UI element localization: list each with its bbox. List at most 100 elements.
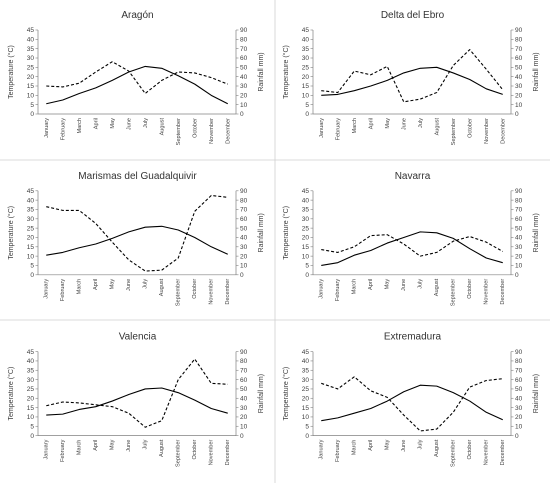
left-tick-label: 10 — [302, 253, 310, 260]
x-tick-label: September — [451, 118, 457, 145]
x-tick-label: October — [467, 439, 473, 459]
right-tick-label: 80 — [240, 37, 248, 44]
left-tick-label: 5 — [30, 423, 34, 430]
left-tick-label: 25 — [302, 386, 310, 393]
chart-title: Valencia — [119, 332, 157, 343]
left-tick-label: 40 — [27, 37, 35, 44]
right-tick-label: 90 — [240, 349, 248, 356]
left-tick-label: 25 — [302, 65, 310, 72]
right-tick-label: 70 — [515, 367, 523, 374]
left-axis-title: Temperature (°C) — [282, 367, 290, 421]
right-tick-label: 0 — [240, 111, 244, 118]
right-tick-label: 70 — [240, 46, 248, 53]
right-tick-label: 50 — [240, 386, 248, 393]
x-tick-label: April — [368, 440, 374, 451]
left-tick-label: 30 — [302, 216, 310, 223]
right-tick-label: 0 — [240, 433, 244, 440]
right-tick-label: 30 — [240, 244, 248, 251]
left-tick-label: 15 — [27, 83, 35, 90]
left-tick-label: 10 — [302, 414, 310, 421]
x-tick-label: October — [192, 118, 198, 138]
x-tick-label: January — [319, 439, 325, 459]
right-tick-label: 60 — [515, 55, 523, 62]
right-tick-label: 30 — [515, 405, 523, 412]
x-tick-label: July — [143, 439, 149, 449]
x-tick-label: February — [60, 439, 66, 462]
chart-panel: Delta del Ebro 0 5 10 15 20 25 30 35 40 45 0 10 20 30 4… — [282, 10, 540, 145]
right-tick-label: 40 — [240, 395, 248, 402]
right-tick-label: 60 — [515, 216, 523, 223]
left-tick-label: 40 — [302, 197, 310, 204]
temperature-line — [46, 65, 228, 105]
temperature-line — [321, 231, 503, 267]
left-axis-title: Temperature (°C) — [7, 45, 15, 99]
right-tick-label: 30 — [515, 83, 523, 90]
right-tick-label: 0 — [515, 111, 519, 118]
chart-panel: Valencia 0 5 10 15 20 25 30 35 40 45 0 10 20 30 40 50 60 7… — [7, 332, 265, 467]
right-tick-label: 90 — [240, 27, 248, 34]
x-tick-label: February — [335, 439, 341, 462]
right-tick-label: 50 — [240, 225, 248, 232]
right-tick-label: 20 — [515, 253, 523, 260]
left-tick-label: 40 — [302, 358, 310, 365]
x-tick-label: August — [434, 278, 440, 296]
left-tick-label: 0 — [305, 272, 309, 279]
chart-title: Navarra — [395, 171, 431, 182]
right-axis-title: Rainfall mm) — [258, 52, 265, 91]
x-tick-label: April — [368, 118, 374, 129]
left-tick-label: 20 — [302, 235, 310, 242]
x-tick-label: July — [418, 279, 424, 289]
right-tick-label: 60 — [515, 377, 523, 384]
left-tick-label: 0 — [305, 433, 309, 440]
left-tick-label: 10 — [27, 93, 35, 100]
x-tick-label: September — [176, 118, 182, 145]
x-tick-label: June — [126, 279, 132, 291]
left-tick-label: 45 — [302, 27, 310, 34]
right-tick-label: 20 — [240, 414, 248, 421]
x-tick-label: March — [352, 279, 358, 295]
chart-panel: Marismas del Guadalquivir 0 5 10 15 20 25 30 35 4… — [7, 171, 265, 306]
x-tick-label: November — [209, 118, 215, 144]
rainfall-line — [46, 61, 228, 95]
right-tick-label: 80 — [515, 37, 523, 44]
rainfall-line — [321, 376, 503, 432]
right-tick-label: 60 — [240, 55, 248, 62]
chart-title: Extremadura — [384, 332, 442, 343]
left-tick-label: 5 — [305, 263, 309, 270]
left-tick-label: 15 — [27, 244, 35, 251]
left-tick-label: 30 — [27, 216, 35, 223]
x-tick-label: August — [434, 439, 440, 457]
rainfall-line — [46, 358, 228, 428]
right-tick-label: 10 — [515, 102, 523, 109]
right-tick-label: 40 — [240, 235, 248, 242]
chart-panel: Aragón 0 5 10 15 20 25 30 35 40 45 0 10 20 30 40 50 60 70 8… — [7, 10, 265, 145]
x-tick-label: July — [143, 279, 149, 289]
x-tick-label: December — [500, 118, 506, 144]
left-tick-label: 5 — [305, 423, 309, 430]
right-axis-title: Rainfall mm) — [533, 52, 540, 91]
x-tick-label: November — [209, 279, 215, 305]
right-tick-label: 90 — [515, 349, 523, 356]
right-tick-label: 30 — [240, 405, 248, 412]
chart-title: Delta del Ebro — [381, 10, 445, 21]
rainfall-line — [321, 234, 504, 257]
right-tick-label: 70 — [240, 367, 248, 374]
temperature-line — [46, 225, 228, 256]
right-tick-label: 50 — [515, 225, 523, 232]
right-tick-label: 70 — [515, 46, 523, 53]
x-tick-label: March — [77, 279, 83, 295]
left-tick-label: 30 — [302, 377, 310, 384]
chart-panel: Navarra 0 5 10 15 20 25 30 35 40 45 0 10 20 30 40 50 60 70… — [282, 171, 540, 306]
left-tick-label: 0 — [30, 272, 34, 279]
x-tick-label: April — [93, 440, 99, 451]
x-tick-label: February — [335, 279, 341, 302]
left-tick-label: 10 — [27, 414, 35, 421]
right-tick-label: 20 — [240, 253, 248, 260]
right-tick-label: 10 — [515, 263, 523, 270]
right-tick-label: 0 — [240, 272, 244, 279]
left-tick-label: 40 — [27, 358, 35, 365]
right-axis-title: Rainfall mm) — [533, 213, 540, 252]
x-tick-label: May — [385, 118, 391, 129]
x-tick-label: November — [484, 279, 490, 305]
x-tick-label: July — [418, 118, 424, 128]
